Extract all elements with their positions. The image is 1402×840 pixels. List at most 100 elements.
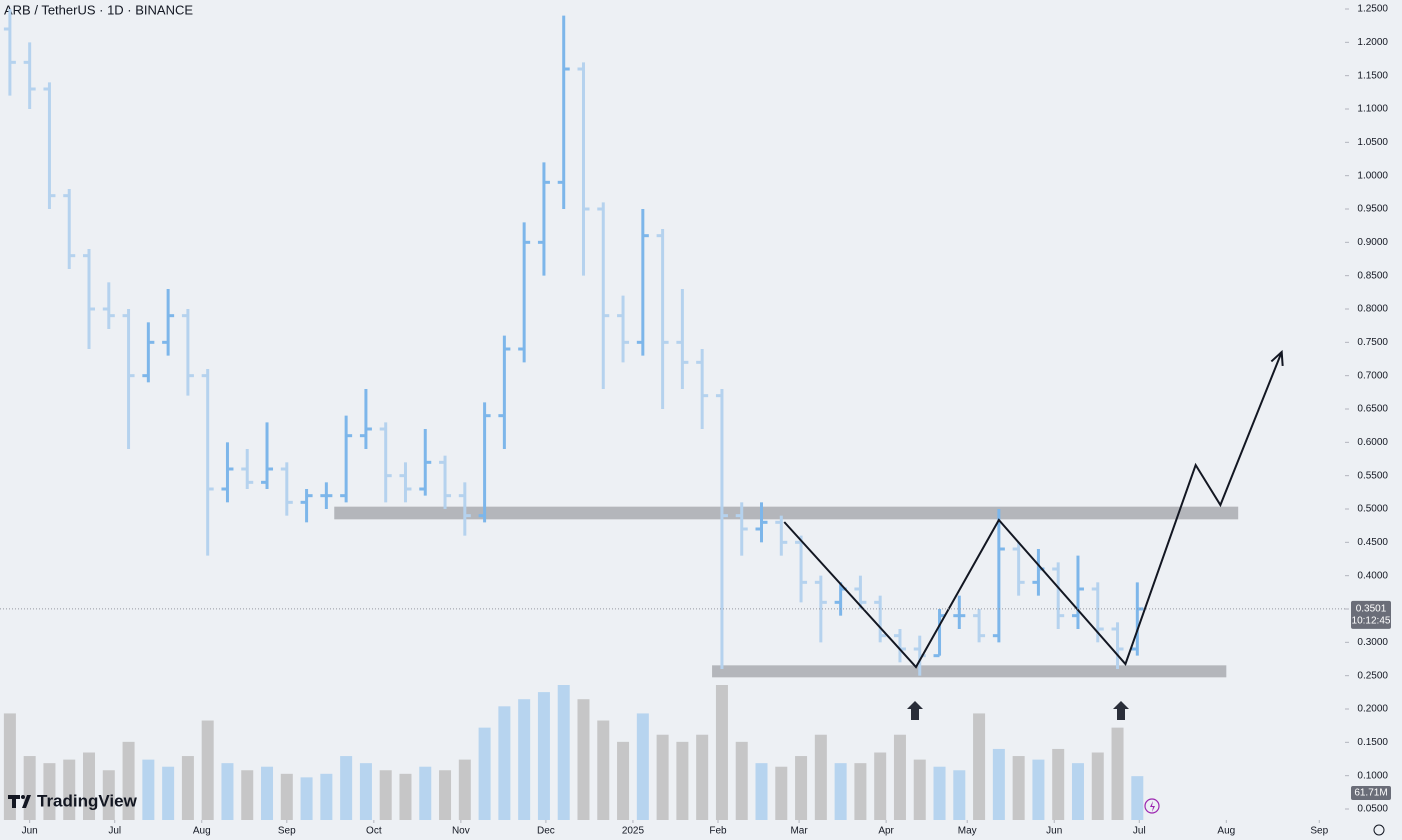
volume-bar	[419, 766, 432, 820]
y-tick-label: 0.1500	[1357, 737, 1388, 748]
volume-bar	[696, 734, 709, 820]
y-tick-label: 0.6500	[1357, 404, 1388, 415]
volume-bar	[63, 759, 76, 820]
price-label-box	[1351, 600, 1391, 629]
settings-icon[interactable]	[1373, 824, 1385, 836]
volume-bar	[142, 759, 155, 820]
y-tick-label: 0.9000	[1357, 237, 1388, 248]
y-tick-label: 0.2500	[1357, 670, 1388, 681]
volume-bar	[241, 770, 254, 820]
volume-bar	[775, 766, 788, 820]
up-arrow	[907, 701, 1129, 720]
volume-bar	[656, 734, 669, 820]
alert-bolt	[1150, 801, 1155, 812]
volume-bar	[379, 770, 392, 820]
volume-bar	[617, 741, 630, 820]
y-tick-label: 0.0500	[1357, 804, 1388, 815]
x-tick-label: Jul	[108, 826, 121, 837]
y-tick-label: 1.1500	[1357, 70, 1388, 81]
volume-bar	[478, 727, 491, 820]
volume-bar	[340, 756, 353, 820]
y-tick-label: 0.4500	[1357, 537, 1388, 548]
volume-bar	[1111, 727, 1124, 820]
x-tick-label: Jul	[1133, 826, 1146, 837]
volume-bar	[1131, 776, 1144, 820]
volume-bar	[201, 720, 214, 820]
volume-bar	[735, 741, 748, 820]
x-tick-label: Mar	[790, 826, 808, 837]
pattern-arrowhead	[1270, 349, 1284, 367]
alert-icon[interactable]	[1144, 798, 1160, 814]
volume-bar	[162, 766, 175, 820]
volume-bar	[320, 773, 333, 820]
arrow-icon	[1113, 701, 1129, 720]
y-tick-label: 0.9500	[1357, 204, 1388, 215]
y-tick-label: 0.3000	[1357, 637, 1388, 648]
y-tick-label: 1.2500	[1357, 4, 1388, 15]
x-tick-label: Jun	[1046, 826, 1062, 837]
volume-bar	[893, 734, 906, 820]
volume-bar	[181, 756, 194, 820]
y-tick-label: 1.0000	[1357, 170, 1388, 181]
volume-bar	[518, 699, 531, 820]
volume-bar	[537, 692, 550, 820]
volume-bar	[874, 752, 887, 820]
y-tick-label: 0.4000	[1357, 570, 1388, 581]
volume-bar	[122, 741, 135, 820]
y-tick-label: 0.8000	[1357, 304, 1388, 315]
volume-bar	[83, 752, 96, 820]
volume-bar	[399, 773, 412, 820]
plot	[0, 9, 1345, 820]
y-tick-label: 0.5000	[1357, 504, 1388, 515]
volume-bar	[834, 763, 847, 820]
volume-bar	[1052, 748, 1065, 820]
y-tick-label: 0.1000	[1357, 770, 1388, 781]
x-tick-label: Aug	[193, 826, 211, 837]
x-tick-label: Oct	[366, 826, 382, 837]
x-tick-label: Dec	[537, 826, 555, 837]
logo-dot	[21, 795, 25, 799]
volume-bar	[854, 763, 867, 820]
volume-bar	[715, 685, 728, 820]
volume-bar	[557, 685, 570, 820]
x-tick-label: May	[958, 826, 977, 837]
x-tick-label: Aug	[1217, 826, 1235, 837]
volume-bar	[992, 748, 1005, 820]
volume-bar	[261, 766, 274, 820]
volume-bar	[755, 763, 768, 820]
volume-bar	[577, 699, 590, 820]
volume-bar	[458, 759, 471, 820]
x-tick-label: Sep	[278, 826, 296, 837]
y-tick-label: 0.5500	[1357, 470, 1388, 481]
price-label: 0.3501	[1356, 604, 1387, 615]
x-tick-label: Sep	[1310, 826, 1328, 837]
x-tick-label: Nov	[452, 826, 470, 837]
volume-label-box	[1351, 786, 1391, 800]
y-tick-label: 0.6000	[1357, 437, 1388, 448]
volume-bar	[1091, 752, 1104, 820]
volume-label: 61.71M	[1354, 788, 1387, 799]
logo-icon	[8, 795, 31, 808]
volume-bar	[3, 713, 16, 820]
x-tick-label: Apr	[878, 826, 894, 837]
volume-bar	[43, 763, 56, 820]
volume-bar	[221, 763, 234, 820]
y-tick-label: 0.7500	[1357, 337, 1388, 348]
volume-bar	[814, 734, 827, 820]
volume-bar	[933, 766, 946, 820]
y-tick-label: 0.2000	[1357, 704, 1388, 715]
volume-bar	[1032, 759, 1045, 820]
chart-title: ARB / TetherUS · 1D · BINANCE	[4, 2, 193, 17]
logo: TradingView	[8, 791, 138, 810]
volume-bar	[795, 756, 808, 820]
volume-bar	[280, 773, 293, 820]
x-tick-label: Feb	[709, 826, 727, 837]
volume-bar	[102, 770, 115, 820]
volume-bar	[913, 759, 926, 820]
volume-bar	[953, 770, 966, 820]
countdown: 10:12:45	[1352, 616, 1391, 627]
arrow-icon	[907, 701, 923, 720]
y-tick-label: 1.2000	[1357, 37, 1388, 48]
volume-bar	[636, 713, 649, 820]
